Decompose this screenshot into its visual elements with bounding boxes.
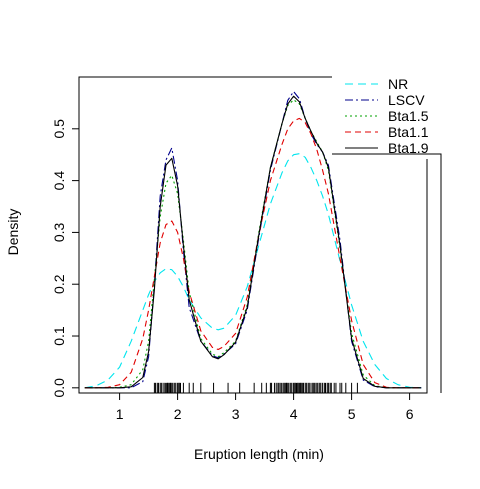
y-tick-label-0-5: 0.5 [51,119,67,139]
legend-label-bta1-5: Bta1.5 [388,108,429,124]
legend-border [332,153,442,393]
x-tick-label-4: 4 [290,406,298,422]
series-line-bta1-9 [84,95,422,389]
y-axis-label: Density [5,209,21,256]
x-tick-label-3: 3 [232,406,240,422]
legend-label-bta1-9: Bta1.9 [388,140,429,156]
x-tick-label-5: 5 [348,406,356,422]
x-axis-label: Eruption length (min) [194,446,324,462]
x-tick-label-2: 2 [174,406,182,422]
density-curves [84,90,422,389]
y-tick-label-0: 0.0 [51,378,67,398]
y-tick-label-0-4: 0.4 [51,171,67,191]
legend-label-bta1-1: Bta1.1 [388,124,429,140]
y-tick-label-0-1: 0.1 [51,326,67,346]
legend-label-nr: NR [388,76,408,92]
rug-marks [153,382,358,393]
legend-background [332,73,432,159]
series-line-bta1-1 [84,117,422,389]
y-tick-label-0-2: 0.2 [51,274,67,294]
legend-label-lscv: LSCV [388,92,425,108]
y-tick-label-0-3: 0.3 [51,222,67,242]
series-line-nr [84,153,422,389]
x-tick-label-1: 1 [116,406,124,422]
x-axis: 1 2 3 4 5 6 [116,392,414,422]
y-axis: 0.0 0.1 0.2 0.3 0.4 0.5 [51,119,80,398]
x-tick-label-6: 6 [406,406,414,422]
